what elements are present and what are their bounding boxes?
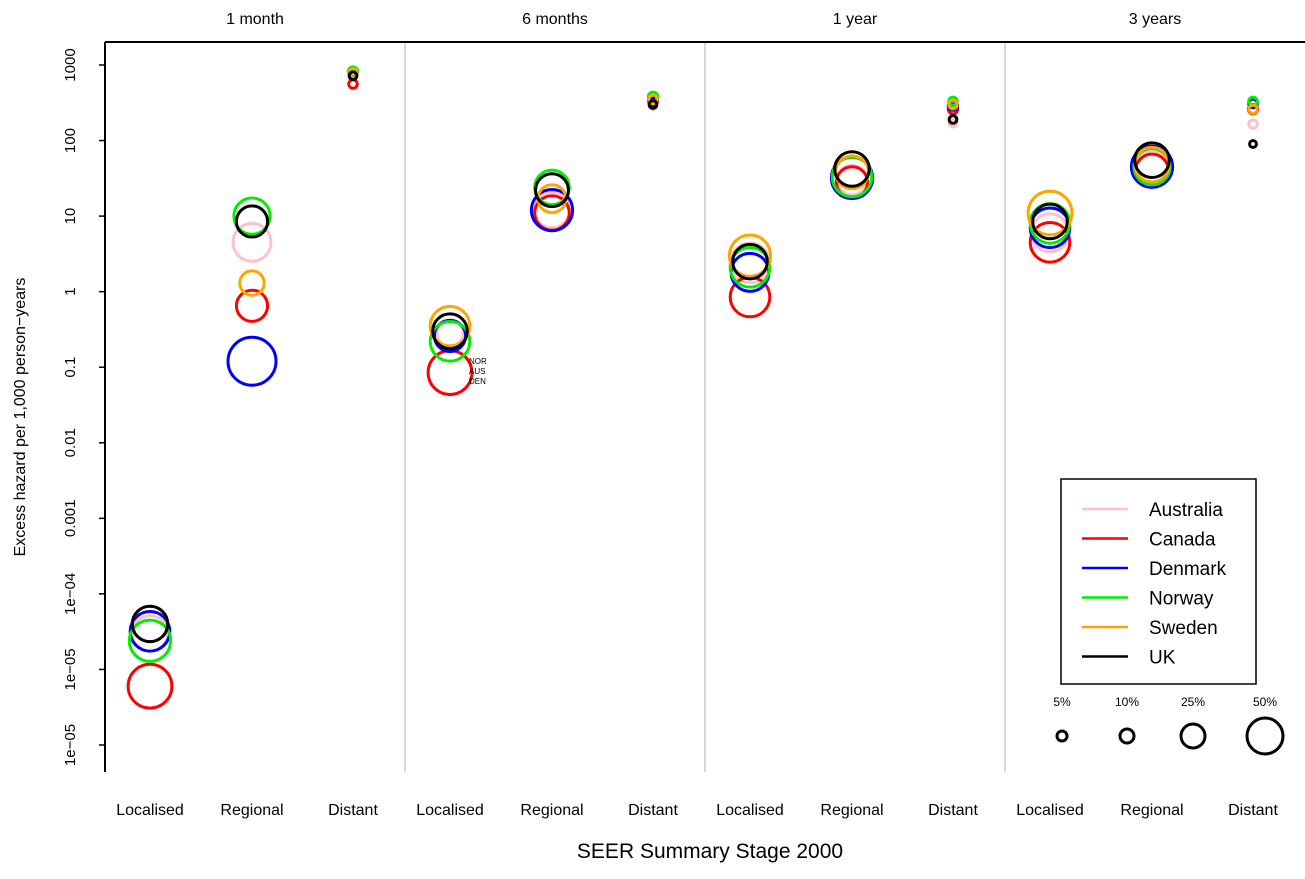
legend-label: UK bbox=[1149, 648, 1176, 669]
y-tick-label: 1000 bbox=[62, 48, 79, 81]
data-point-uk bbox=[1031, 202, 1069, 241]
y-tick-label: 1 bbox=[62, 287, 79, 295]
data-point-sweden bbox=[1026, 189, 1074, 237]
data-point-sweden bbox=[428, 304, 472, 348]
y-tick-label: 0.1 bbox=[62, 357, 79, 378]
data-point-canada bbox=[426, 349, 474, 396]
y-tick-label: 0.001 bbox=[62, 500, 79, 538]
data-point-sweden bbox=[647, 93, 659, 106]
legend-label: Canada bbox=[1149, 530, 1216, 551]
data-point-uk bbox=[234, 204, 270, 239]
data-point-denmark bbox=[529, 187, 575, 233]
data-point-uk bbox=[431, 312, 469, 350]
data-point-sweden bbox=[947, 98, 959, 111]
data-point-uk bbox=[647, 99, 659, 110]
annotation-text: DEN bbox=[469, 377, 486, 386]
data-point-uk bbox=[1133, 141, 1171, 179]
y-tick-label: 1e−05 bbox=[62, 724, 79, 766]
legend-box bbox=[1060, 478, 1257, 685]
legend-label: Denmark bbox=[1149, 559, 1227, 580]
size-legend-circle bbox=[1055, 729, 1069, 743]
data-point-uk bbox=[731, 242, 769, 281]
data-point-canada bbox=[1028, 221, 1072, 264]
data-point-denmark bbox=[128, 609, 172, 653]
x-tick-label: Distant bbox=[328, 802, 378, 819]
data-point-denmark bbox=[226, 335, 278, 387]
x-tick-label: Localised bbox=[1016, 802, 1084, 819]
y-tick-label: 100 bbox=[62, 128, 79, 153]
x-tick-label: Regional bbox=[520, 802, 583, 819]
x-tick-label: Distant bbox=[628, 802, 678, 819]
legend-label: Australia bbox=[1149, 500, 1223, 521]
size-legend-circle bbox=[1118, 727, 1136, 745]
annotation-text: NOR bbox=[469, 357, 487, 366]
data-point-uk bbox=[130, 604, 170, 644]
data-point-sweden bbox=[238, 269, 266, 297]
x-tick-label: Regional bbox=[220, 802, 283, 819]
y-tick-label: 1e−05 bbox=[62, 648, 79, 690]
y-tick-label: 1e−04 bbox=[62, 573, 79, 615]
size-legend-label: 25% bbox=[1181, 695, 1205, 709]
x-axis-title: SEER Summary Stage 2000 bbox=[577, 840, 843, 863]
data-point-australia bbox=[1247, 118, 1259, 130]
x-tick-label: Localised bbox=[716, 802, 784, 819]
data-point-norway bbox=[127, 618, 173, 663]
panel-title: 3 years bbox=[1129, 11, 1181, 28]
data-point-australia bbox=[231, 221, 273, 263]
y-tick-label: 0.01 bbox=[62, 428, 79, 457]
data-point-sweden bbox=[727, 233, 773, 278]
x-tick-label: Distant bbox=[928, 802, 978, 819]
data-point-norway bbox=[728, 246, 772, 289]
data-point-uk bbox=[347, 70, 359, 82]
x-tick-label: Localised bbox=[116, 802, 184, 819]
x-tick-label: Distant bbox=[1228, 802, 1278, 819]
size-legend-label: 5% bbox=[1053, 695, 1071, 709]
data-point-norway bbox=[428, 320, 472, 363]
data-point-canada bbox=[126, 662, 174, 710]
legend-label: Norway bbox=[1149, 589, 1214, 610]
data-point-sweden bbox=[1247, 103, 1259, 115]
data-point-norway bbox=[232, 196, 272, 236]
data-point-uk bbox=[1248, 139, 1258, 149]
data-point-canada bbox=[234, 288, 270, 323]
size-legend-circle bbox=[1245, 716, 1285, 756]
size-legend-label: 10% bbox=[1115, 695, 1139, 709]
size-legend-circle bbox=[1179, 722, 1207, 750]
panel-title: 1 year bbox=[833, 11, 878, 28]
panel-title: 6 months bbox=[522, 11, 588, 28]
x-tick-label: Regional bbox=[820, 802, 883, 819]
x-tick-label: Regional bbox=[1120, 802, 1183, 819]
x-tick-label: Localised bbox=[416, 802, 484, 819]
y-axis-title: Excess hazard per 1,000 person−years bbox=[12, 278, 29, 557]
panel-title: 1 month bbox=[226, 11, 284, 28]
annotation-text: AUS bbox=[469, 367, 485, 376]
data-point-uk bbox=[534, 172, 570, 209]
size-legend-label: 50% bbox=[1253, 695, 1277, 709]
legend-label: Sweden bbox=[1149, 618, 1218, 639]
y-tick-label: 10 bbox=[62, 208, 79, 225]
data-point-uk bbox=[947, 114, 959, 125]
data-point-uk bbox=[833, 150, 871, 188]
